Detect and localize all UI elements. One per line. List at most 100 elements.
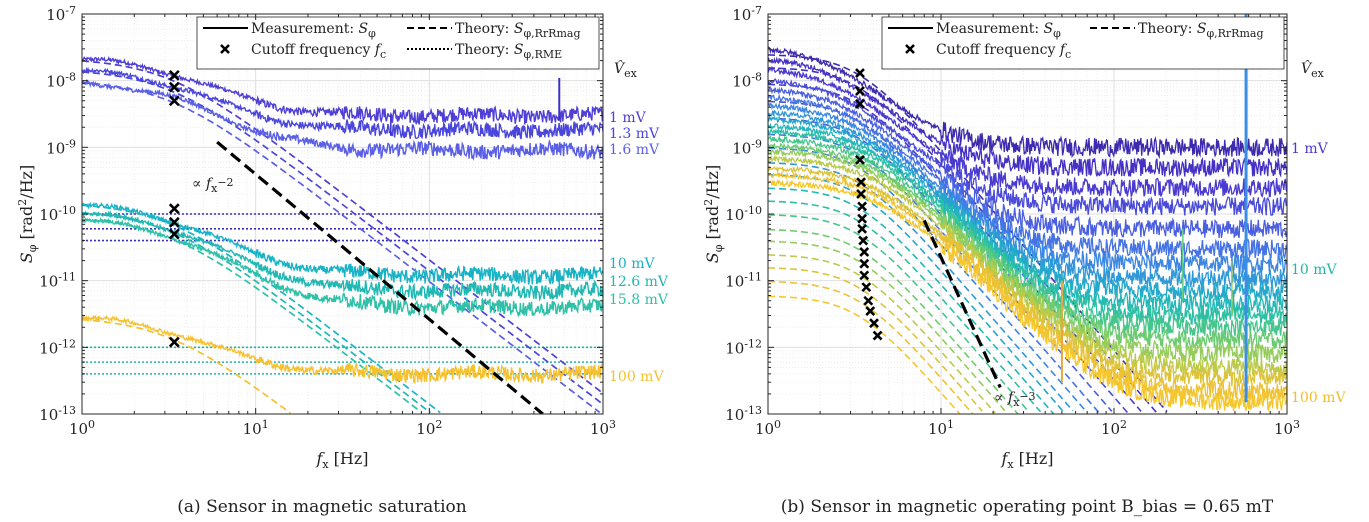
y-tick-label-part: -8 xyxy=(65,71,76,84)
legend-measurement-part: φ xyxy=(1053,27,1061,40)
theory-line xyxy=(768,280,973,414)
measurement-line xyxy=(82,78,603,162)
legend-cutoff-part: c xyxy=(380,48,386,61)
y-tick-label-part: 10 xyxy=(46,139,65,157)
y-tick-label: 10-7 xyxy=(46,4,76,24)
cutoff-marker xyxy=(869,318,879,329)
legend-measurement-part: Measurement: xyxy=(251,21,359,37)
slope-annotation-part: x xyxy=(211,182,218,195)
legend-theory-rme-part: S xyxy=(514,42,524,58)
vex-header-part: ex xyxy=(624,67,638,80)
theory-line xyxy=(82,81,601,414)
series-label: 100 mV xyxy=(609,369,664,385)
y-axis-label-group: Sφ [rad2/Hz] xyxy=(702,165,725,263)
cutoff-marker xyxy=(168,81,180,93)
cutoff-marker xyxy=(855,86,865,96)
y-tick-label: 10-12 xyxy=(725,337,762,357)
series-label: 1.6 mV xyxy=(609,142,660,158)
measurement-line xyxy=(82,55,603,126)
theory-line xyxy=(768,240,1006,412)
x-axis-label: fx [Hz] xyxy=(1000,449,1053,471)
y-tick-label: 10-11 xyxy=(725,271,762,291)
y-axis-label-part: [rad xyxy=(17,206,36,245)
theory-line xyxy=(768,173,1064,412)
measurement-line xyxy=(768,78,1287,216)
cutoff-marker xyxy=(857,223,868,234)
caption-a: (a) Sensor in magnetic saturation xyxy=(177,497,466,517)
series-label: 1 mV xyxy=(1291,141,1329,157)
theory-line xyxy=(768,295,960,414)
x-tick-label: 103 xyxy=(590,418,616,438)
legend-theory-rr-part: S xyxy=(514,21,524,37)
measurement-line xyxy=(768,56,1287,178)
y-tick-label-part: -8 xyxy=(751,71,762,84)
legend-box xyxy=(196,16,600,70)
theory-line xyxy=(82,60,603,394)
y-tick-label-part: -9 xyxy=(751,137,762,150)
cutoff-marker xyxy=(859,258,870,269)
y-tick-label-part: -11 xyxy=(744,271,762,284)
y-tick-label: 10-13 xyxy=(39,404,76,424)
legend-cutoff: Cutoff frequency fc xyxy=(936,42,1071,61)
x-axis-label-part: x xyxy=(322,458,329,471)
plot-area-b xyxy=(768,14,1287,414)
legend-measurement-part: Measurement: xyxy=(936,21,1044,37)
y-tick-label: 10-7 xyxy=(732,4,762,24)
x-tick-label-part: 10 xyxy=(416,420,435,438)
y-axis-label-part: /Hz] xyxy=(17,165,36,199)
y-tick-label-part: -13 xyxy=(58,404,76,417)
y-axis-label-part: φ xyxy=(712,244,725,252)
y-tick-label: 10-9 xyxy=(46,137,76,157)
legend-cutoff-part: Cutoff frequency xyxy=(251,42,375,58)
y-tick-label-part: -12 xyxy=(58,337,76,350)
cutoff-marker xyxy=(863,295,874,306)
cutoff-marker xyxy=(168,336,180,348)
series-label: 10 mV xyxy=(609,256,656,272)
y-tick-label-part: -13 xyxy=(744,404,762,417)
cutoff-marker xyxy=(168,95,180,107)
theory-line xyxy=(768,267,983,412)
theory-line xyxy=(768,133,1100,414)
vex-header: V̂ex xyxy=(614,59,638,80)
y-tick-label: 10-10 xyxy=(39,204,76,224)
legend-theory-rr-part: S xyxy=(1197,21,1207,37)
measurement-line xyxy=(768,178,1287,413)
cutoff-marker xyxy=(855,68,865,78)
y-tick-label-part: -10 xyxy=(744,204,762,217)
x-tick-label: 100 xyxy=(755,418,781,438)
y-axis-label-group: Sφ [rad2/Hz] xyxy=(16,165,39,263)
legend: Measurement: Sφ Theory: Sφ,RrRmag Cutoff f… xyxy=(881,16,1285,70)
y-axis-label-part: S xyxy=(17,252,36,263)
legend-measurement-part: S xyxy=(359,21,369,37)
cutoff-marker xyxy=(168,203,180,215)
y-tick-label-part: 10 xyxy=(39,273,58,291)
cutoff-marker xyxy=(859,270,870,281)
x-tick-label: 101 xyxy=(928,418,954,438)
y-tick-label-part: -11 xyxy=(58,271,76,284)
measurement-line xyxy=(82,314,603,384)
y-tick-label-part: 10 xyxy=(46,73,65,91)
cutoff-marker xyxy=(855,154,865,165)
legend-box xyxy=(881,16,1285,70)
y-tick-label: 10-8 xyxy=(732,71,762,91)
y-axis-label-part: 2 xyxy=(16,199,29,206)
measurement-line xyxy=(82,210,603,302)
cutoff-marker xyxy=(856,177,866,188)
y-tick-label: 10-10 xyxy=(725,204,762,224)
legend-theory-rr-part: φ,RrRmag xyxy=(1206,27,1263,40)
slope-line xyxy=(216,140,544,414)
y-tick-label-part: 10 xyxy=(39,339,58,357)
legend-theory-rme-part: φ,RME xyxy=(523,48,562,61)
measurement-line xyxy=(768,86,1287,239)
measurement-line xyxy=(768,170,1287,402)
slope-annotation-part: f xyxy=(1007,390,1016,406)
y-tick-label-part: -12 xyxy=(744,337,762,350)
series-label: 100 mV xyxy=(1291,390,1346,406)
plot-area-a xyxy=(82,55,603,414)
legend-cutoff-part: f xyxy=(374,42,383,58)
legend-cutoff-part: Cutoff frequency xyxy=(936,42,1060,58)
vex-header-part: V̂ xyxy=(614,59,626,77)
legend-theory-rr-part: Theory: xyxy=(455,21,514,37)
legend-theory-rr-part: φ,RrRmag xyxy=(523,27,580,40)
